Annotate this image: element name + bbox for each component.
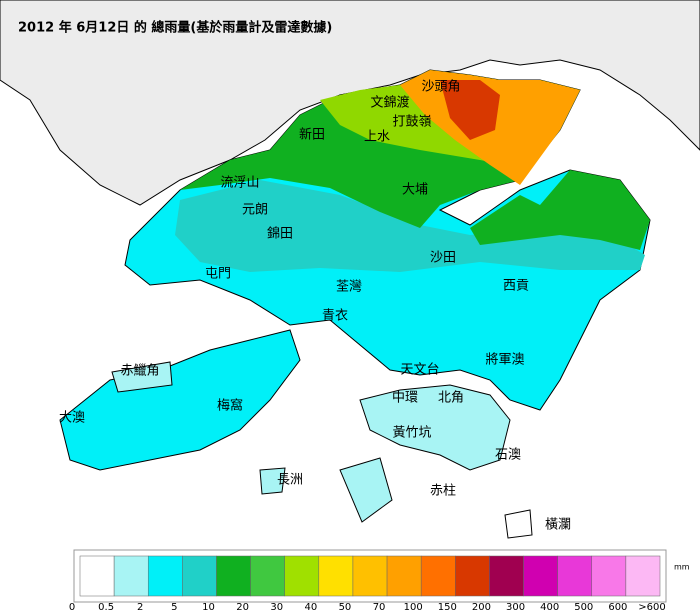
- place-label: 青衣: [322, 308, 348, 324]
- place-label: 黃竹坑: [392, 426, 431, 441]
- place-label: 橫瀾: [545, 518, 571, 533]
- legend-tick-label: 30: [270, 602, 283, 613]
- place-label: 上水: [364, 130, 390, 145]
- legend-tick-label: 400: [540, 602, 559, 613]
- legend-tick-label: 5: [171, 602, 177, 613]
- legend-swatch: [113, 555, 149, 597]
- red-zone: [440, 80, 500, 140]
- legend-swatch: [79, 555, 115, 597]
- place-label: 赤鱲角: [120, 364, 159, 379]
- place-label: 新田: [299, 127, 325, 143]
- place-label: 文錦渡: [370, 95, 409, 111]
- lamma: [339, 457, 393, 523]
- legend-swatch: [250, 555, 285, 597]
- legend-tick-label: 0.5: [98, 602, 114, 613]
- legend-tick-label: 0: [69, 602, 75, 613]
- place-label: 屯門: [205, 267, 231, 282]
- legend: 0 0.5 2 5 10 20 30 40 50 70 100 150 200 300 400 500 600 >…: [69, 549, 690, 613]
- place-label: 沙田: [430, 251, 456, 266]
- legend-swatch: [182, 555, 217, 597]
- legend-tick-label: 600: [608, 602, 627, 613]
- legend-swatch: [625, 555, 661, 597]
- airport: [111, 361, 173, 393]
- legend-tick-label: 300: [506, 602, 525, 613]
- place-label: 元朗: [242, 203, 268, 218]
- place-label: 赤柱: [430, 484, 456, 499]
- legend-unit: mm: [674, 563, 690, 572]
- legend-swatch: [455, 555, 490, 597]
- legend-swatch: [557, 555, 593, 597]
- islet: [504, 509, 533, 539]
- place-label: 中環: [392, 391, 418, 406]
- place-label: 流浮山: [220, 176, 259, 191]
- title: 2012 年 6月12日 的 總雨量(基於雨量計及雷達數據): [18, 20, 332, 36]
- place-label: 大埔: [402, 183, 428, 198]
- ne-green: [470, 170, 650, 250]
- place-label: 沙頭角: [421, 80, 460, 95]
- place-label: 石澳: [495, 447, 521, 463]
- place-label: 天文台: [400, 363, 439, 378]
- place-label: 錦田: [267, 226, 293, 242]
- legend-tick-label: 50: [339, 602, 352, 613]
- legend-tick-label: 40: [304, 602, 317, 613]
- legend-tick-label: 150: [438, 602, 457, 613]
- place-label: 荃灣: [336, 280, 362, 295]
- place-label: 梅窩: [217, 398, 243, 414]
- cheung-chau: [259, 467, 286, 495]
- legend-tick-label: 200: [472, 602, 491, 613]
- place-label: 北角: [438, 391, 464, 406]
- legend-tick-label: 2: [137, 602, 143, 613]
- mainland: [0, 0, 700, 206]
- place-label: 打鼓嶺: [392, 115, 431, 130]
- legend-tick-label: >600: [638, 602, 665, 613]
- place-label: 將軍澳: [485, 352, 524, 368]
- lantau: [59, 329, 301, 471]
- place-label: 西貢: [503, 279, 529, 294]
- legend-swatch: [420, 555, 456, 597]
- legend-tick-label: 100: [404, 602, 423, 613]
- legend-swatch: [284, 555, 320, 597]
- legend-tick-label: 70: [373, 602, 386, 613]
- legend-tick-label: 20: [236, 602, 249, 613]
- teal-zone: [175, 180, 645, 272]
- legend-swatch: [352, 555, 388, 597]
- legend-tick-label: 500: [574, 602, 593, 613]
- legend-swatch: [523, 555, 558, 597]
- legend-swatch: [386, 555, 422, 597]
- place-label: 大澳: [59, 410, 85, 426]
- legend-tick-label: 10: [202, 602, 215, 613]
- legend-swatch: [147, 555, 183, 597]
- legend-swatch: [489, 555, 524, 597]
- place-label: 長洲: [277, 473, 303, 488]
- hk-island: [359, 384, 511, 471]
- legend-swatch: [216, 555, 251, 597]
- legend-swatch: [318, 555, 354, 597]
- legend-swatch: [591, 555, 627, 597]
